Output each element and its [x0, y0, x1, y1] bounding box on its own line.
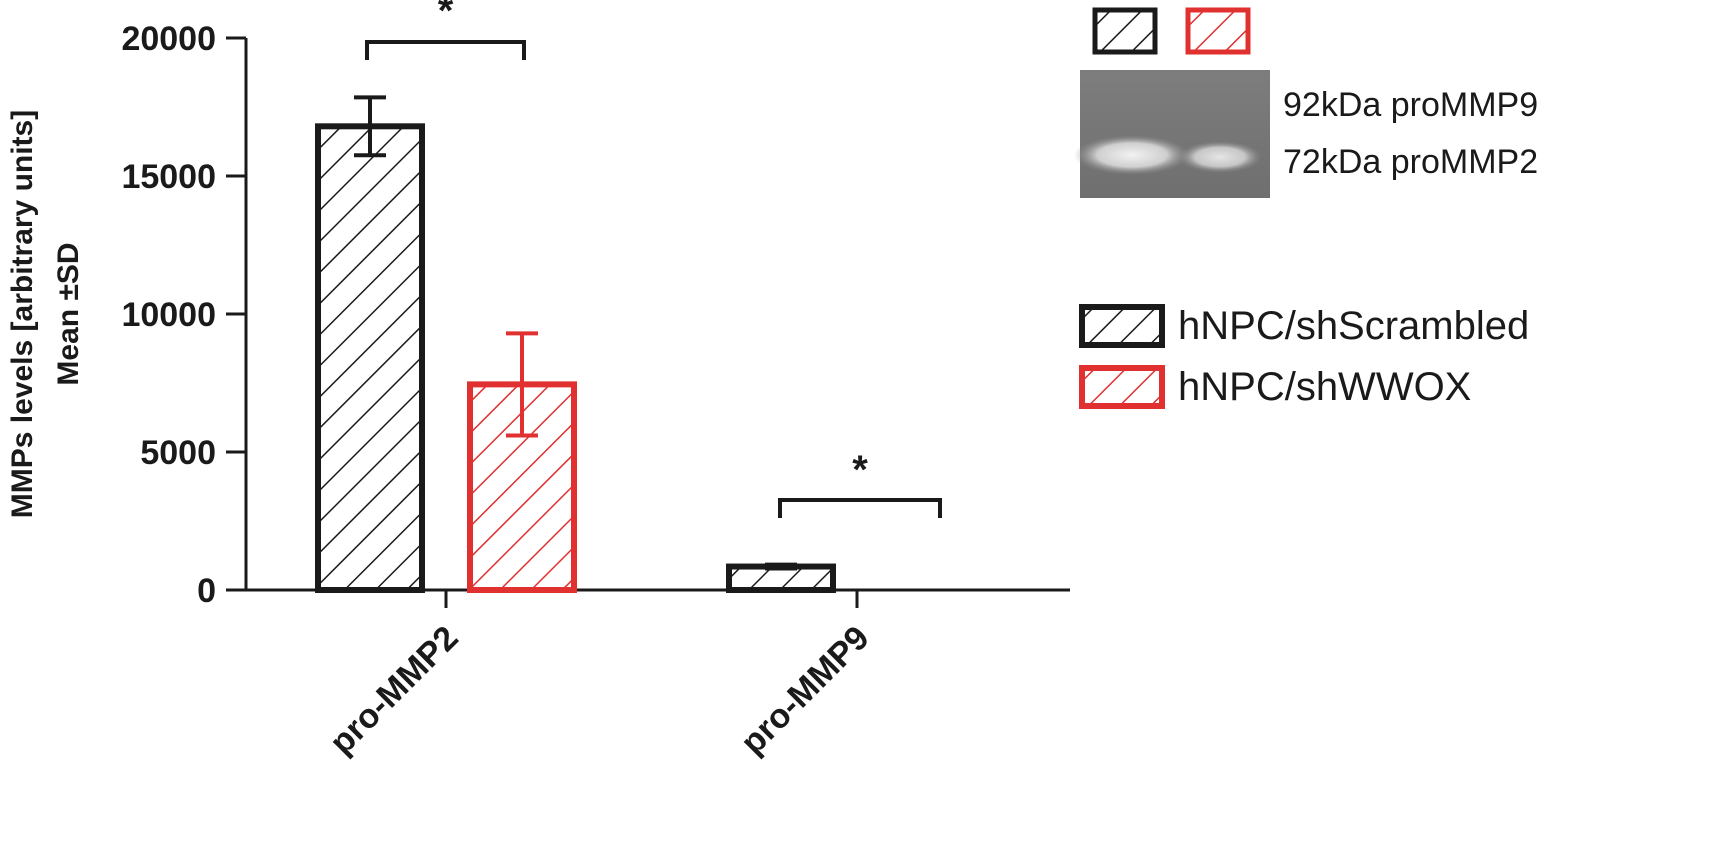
error-bars	[354, 95, 797, 571]
y-tick-label: 5000	[140, 434, 216, 472]
y-tick-label: 15000	[121, 158, 216, 196]
legend-label-wwox: hNPC/shWWOX	[1178, 365, 1471, 409]
gel-legend-swatch-wwox	[1185, 7, 1251, 55]
legend: hNPC/shScrambled hNPC/shWWOX	[1079, 304, 1529, 409]
x-ticks: pro-MMP2 pro-MMP9	[323, 590, 877, 762]
y-axis-label-line2: Mean ±SD	[52, 242, 85, 385]
y-ticks: 0 5000 10000 15000 20000	[121, 20, 246, 610]
significance-brackets: **	[365, 0, 942, 518]
significance-bracket	[365, 40, 526, 60]
legend-swatch-scrambled	[1079, 304, 1165, 348]
significance-bracket	[778, 498, 942, 518]
x-tick-label: pro-MMP9	[734, 619, 877, 762]
gel-inset: 92kDa proMMP9 72kDa proMMP2	[1074, 7, 1538, 198]
y-tick-label: 10000	[121, 296, 216, 334]
bar	[315, 123, 425, 593]
bars	[315, 123, 836, 593]
legend-swatch-wwox	[1079, 365, 1165, 409]
y-axis-label-line1: MMPs levels [arbitrary units]	[6, 110, 39, 518]
gel-legend-swatch-scrambled	[1092, 7, 1158, 55]
gel-label-lower: 72kDa proMMP2	[1283, 143, 1538, 181]
gel-band-lane2	[1178, 141, 1262, 173]
y-tick-label: 0	[197, 572, 216, 610]
y-tick-label: 20000	[121, 20, 216, 58]
gel-label-upper: 92kDa proMMP9	[1283, 86, 1538, 124]
x-tick-label: pro-MMP2	[323, 619, 466, 762]
significance-star: *	[438, 0, 454, 33]
gel-image	[1080, 70, 1270, 198]
significance-star: *	[852, 448, 868, 492]
legend-label-scrambled: hNPC/shScrambled	[1178, 304, 1529, 348]
gel-band-lane1	[1074, 135, 1190, 175]
